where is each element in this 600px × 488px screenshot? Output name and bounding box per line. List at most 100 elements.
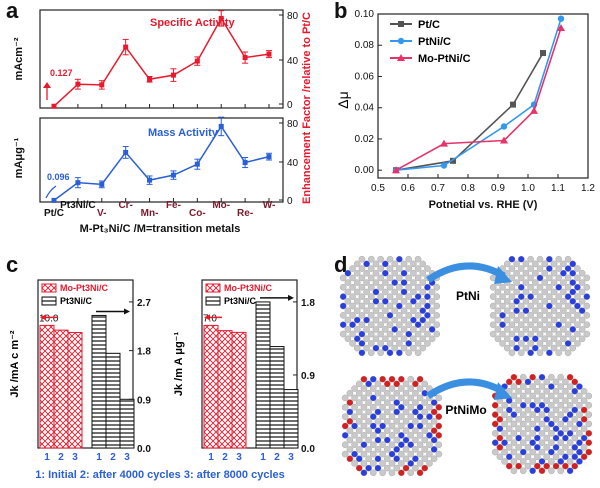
- atom: [534, 406, 541, 414]
- atom: [410, 326, 417, 333]
- atom: [560, 326, 567, 333]
- atom: [353, 260, 361, 268]
- data-point: [99, 181, 105, 187]
- atom: [388, 460, 396, 467]
- atom: [548, 458, 555, 465]
- c-left-red-bar: [53, 329, 69, 449]
- atom: [494, 307, 502, 314]
- atom: [491, 411, 499, 418]
- c-left-x-label-black: 1: [96, 452, 102, 463]
- atom: [368, 265, 375, 272]
- atom: [513, 335, 520, 343]
- atom: [543, 406, 550, 414]
- atom: [548, 448, 555, 456]
- atom: [374, 380, 382, 388]
- atom: [346, 427, 354, 434]
- atom: [377, 302, 384, 310]
- atom: [424, 284, 431, 291]
- atom: [416, 450, 424, 458]
- atom: [407, 375, 414, 383]
- atom: [501, 411, 508, 418]
- atom: [414, 340, 422, 347]
- atom: [379, 385, 386, 392]
- c-left-x-label-black: 2: [110, 452, 116, 463]
- atom: [496, 406, 504, 414]
- atom: [566, 467, 574, 475]
- atom: [532, 298, 539, 305]
- atom: [355, 418, 363, 425]
- atom: [374, 418, 382, 425]
- atom: [412, 455, 419, 463]
- atom: [583, 274, 591, 282]
- atom: [515, 425, 522, 432]
- a-x-tick-label: Pt/C: [44, 208, 64, 219]
- atom: [555, 255, 562, 263]
- atom: [543, 387, 550, 395]
- atom: [569, 260, 577, 268]
- atom: [520, 392, 527, 400]
- atom: [555, 265, 562, 272]
- atom: [355, 380, 363, 388]
- atom: [388, 450, 396, 458]
- atom: [534, 462, 541, 470]
- atom: [536, 265, 544, 272]
- atom: [496, 434, 504, 442]
- c-right-ylabel: Jk /m A μg⁻¹: [173, 332, 185, 397]
- atom: [560, 344, 567, 352]
- atom: [353, 344, 361, 352]
- atom: [564, 349, 572, 357]
- b-y-tick-label: 0.02: [355, 134, 375, 145]
- a-bottom-right-tick-label: 40: [287, 158, 299, 169]
- atom: [377, 274, 384, 282]
- c-right-legend-label: Mo-Pt3Ni/C: [224, 283, 272, 293]
- atom: [382, 269, 389, 277]
- atom: [400, 344, 408, 352]
- atom: [546, 255, 553, 263]
- atom: [546, 312, 553, 319]
- atom: [405, 340, 412, 347]
- atom: [370, 413, 377, 420]
- b-series-line: [395, 52, 544, 171]
- cluster-ptni-before: [339, 255, 441, 357]
- atom: [349, 330, 356, 338]
- atom: [384, 418, 391, 425]
- atom: [564, 274, 572, 282]
- atom: [562, 397, 569, 404]
- b-x-tick-label: 0.9: [491, 183, 505, 194]
- atom: [580, 434, 588, 442]
- a-x-tick-label: Re-: [237, 208, 253, 219]
- atom: [585, 411, 593, 418]
- curved-arrow-bottom-head: [494, 382, 512, 400]
- atom: [355, 408, 363, 416]
- atom: [569, 316, 577, 324]
- atom: [416, 441, 424, 448]
- b-frame: [377, 13, 589, 179]
- atom: [569, 344, 577, 352]
- atom: [410, 316, 417, 324]
- atom: [370, 441, 377, 448]
- atom: [580, 453, 588, 461]
- atom: [414, 293, 422, 300]
- atom: [365, 436, 372, 444]
- b-x-tick-label: 0.5: [371, 183, 385, 194]
- data-point: [218, 123, 224, 129]
- atom: [576, 383, 583, 390]
- atom: [536, 330, 544, 338]
- atom: [363, 326, 370, 333]
- atom: [412, 399, 419, 406]
- atom: [510, 383, 518, 390]
- atom: [384, 464, 391, 472]
- a-xlabel: M-Pt₃Ni/C /M=transition metals: [80, 223, 241, 235]
- atom: [419, 269, 427, 277]
- atom: [351, 460, 358, 467]
- atom: [339, 302, 347, 310]
- data-point: [170, 172, 176, 178]
- atom: [382, 316, 389, 324]
- atom: [543, 397, 550, 404]
- atom: [430, 455, 438, 463]
- atom: [426, 450, 433, 458]
- atom: [501, 448, 508, 456]
- atom: [574, 284, 581, 291]
- data-point: [99, 82, 105, 88]
- atom: [494, 298, 502, 305]
